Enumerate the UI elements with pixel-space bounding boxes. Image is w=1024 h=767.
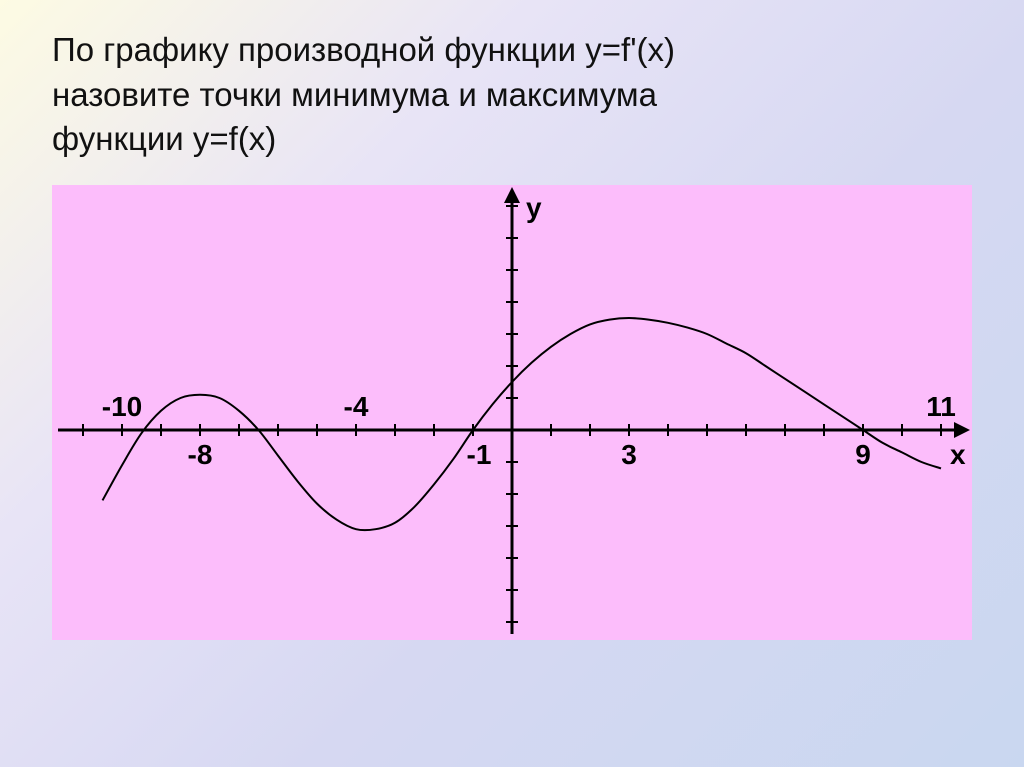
x-tick-label: 9 [855, 439, 871, 470]
title-line-2: назовите точки минимума и максимума [52, 76, 657, 113]
derivative-curve [103, 318, 942, 530]
x-tick-label: -8 [188, 439, 213, 470]
slide-title: По графику производной функции y=f'(x) н… [52, 28, 952, 162]
y-axis-label: y [526, 192, 542, 223]
derivative-chart: y x -10 -8 -4 -1 3 9 11 [52, 185, 972, 640]
x-tick-label: -10 [102, 391, 142, 422]
x-tick-label: -1 [467, 439, 492, 470]
x-tick-label: 3 [621, 439, 637, 470]
slide-background: По графику производной функции y=f'(x) н… [0, 0, 1024, 767]
x-tick-label: 11 [926, 391, 956, 422]
x-axis-label: x [950, 439, 966, 470]
title-line-3: функции y=f(x) [52, 120, 276, 157]
x-tick-label: -4 [344, 391, 369, 422]
title-line-1: По графику производной функции y=f'(x) [52, 31, 675, 68]
chart-svg: y x -10 -8 -4 -1 3 9 11 [52, 185, 972, 640]
